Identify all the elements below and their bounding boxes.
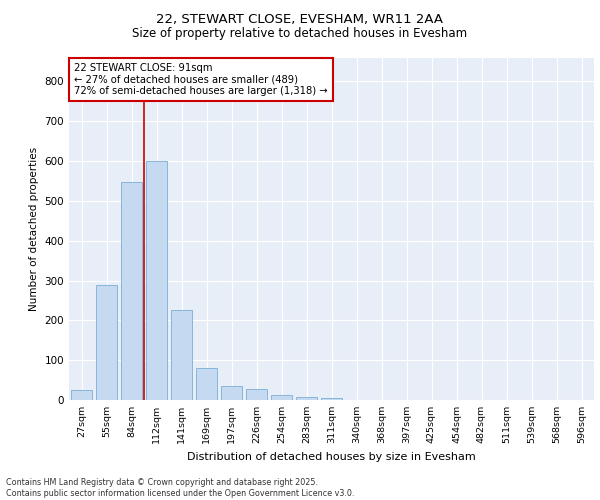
Text: Contains HM Land Registry data © Crown copyright and database right 2025.
Contai: Contains HM Land Registry data © Crown c…	[6, 478, 355, 498]
Bar	[171, 310, 192, 400]
X-axis label: Distribution of detached houses by size in Evesham: Distribution of detached houses by size …	[187, 452, 476, 462]
Y-axis label: Number of detached properties: Number of detached properties	[29, 146, 39, 311]
Bar	[321, 398, 342, 400]
Text: 22 STEWART CLOSE: 91sqm
← 27% of detached houses are smaller (489)
72% of semi-d: 22 STEWART CLOSE: 91sqm ← 27% of detache…	[74, 62, 328, 96]
Text: 22, STEWART CLOSE, EVESHAM, WR11 2AA: 22, STEWART CLOSE, EVESHAM, WR11 2AA	[157, 12, 443, 26]
Bar	[71, 390, 92, 400]
Bar	[296, 397, 317, 400]
Text: Size of property relative to detached houses in Evesham: Size of property relative to detached ho…	[133, 28, 467, 40]
Bar	[221, 386, 242, 400]
Bar	[271, 395, 292, 400]
Bar	[96, 284, 117, 400]
Bar	[196, 368, 217, 400]
Bar	[246, 389, 267, 400]
Bar	[146, 161, 167, 400]
Bar	[121, 182, 142, 400]
